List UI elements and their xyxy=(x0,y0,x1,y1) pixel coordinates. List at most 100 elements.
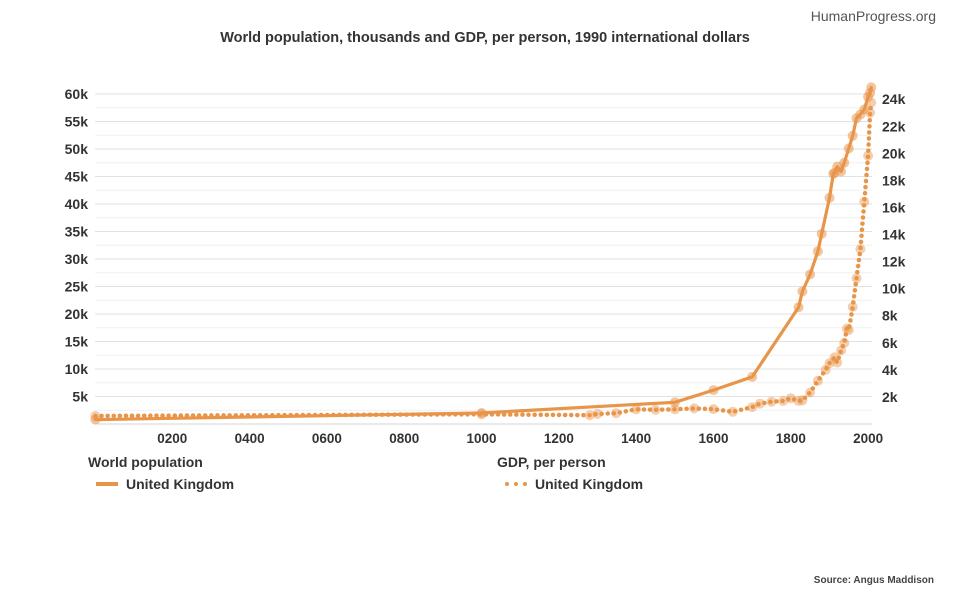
right-tick-label: 6k xyxy=(882,335,898,351)
legend-item-label: United Kingdom xyxy=(126,476,235,492)
dotted-line-swatch-icon xyxy=(505,482,527,486)
gdp-data-point xyxy=(766,396,777,407)
legend-population[interactable]: World population United Kingdom xyxy=(88,454,234,492)
legend-title-population: World population xyxy=(88,454,203,470)
gdp-data-point xyxy=(859,196,870,207)
series-layer xyxy=(90,82,877,425)
population-data-point xyxy=(836,166,847,177)
population-data-point xyxy=(812,246,823,257)
gdp-data-point xyxy=(584,410,595,421)
left-axis: 5k 10k 15k 20k 25k 30k 35k 40k 45k 50k 55k 60k xyxy=(65,86,89,405)
right-axis: 2k 4k 6k 8k 10k 12k 14k 16k 18k 20k 22k 24k xyxy=(882,91,906,405)
chart-title: World population, thousands and GDP, per… xyxy=(220,30,750,46)
right-tick-label: 8k xyxy=(882,308,898,324)
gdp-data-point xyxy=(592,408,603,419)
right-tick-label: 20k xyxy=(882,145,906,161)
population-data-point xyxy=(805,269,816,280)
source-note: Source: Angus Maddison xyxy=(813,575,934,586)
population-data-point xyxy=(847,130,858,141)
right-tick-label: 4k xyxy=(882,362,898,378)
gdp-data-point xyxy=(866,97,877,108)
gdp-data-point xyxy=(793,395,804,406)
gridlines xyxy=(95,93,872,425)
population-data-point xyxy=(816,228,827,239)
x-tick-label: 0800 xyxy=(389,431,419,446)
right-tick-label: 16k xyxy=(882,199,906,215)
gdp-data-point xyxy=(476,409,487,420)
x-tick-label: 2000 xyxy=(853,431,883,446)
brand-label: HumanProgress.org xyxy=(810,8,936,24)
x-tick-label: 0400 xyxy=(235,431,265,446)
gdp-data-point xyxy=(785,393,796,404)
population-data-point xyxy=(843,143,854,154)
right-tick-label: 18k xyxy=(882,172,906,188)
population-data-point xyxy=(866,82,877,93)
series-line-gdp xyxy=(93,100,874,419)
x-tick-label: 1200 xyxy=(544,431,574,446)
left-tick-label: 50k xyxy=(65,141,89,157)
gdp-data-point xyxy=(839,338,850,348)
right-tick-label: 22k xyxy=(882,118,906,134)
left-tick-label: 60k xyxy=(65,86,89,102)
x-tick-label: 1400 xyxy=(621,431,651,446)
gdp-data-point xyxy=(708,404,719,415)
gdp-data-point xyxy=(829,352,840,363)
population-data-point xyxy=(669,397,680,408)
gdp-data-point xyxy=(865,107,876,118)
left-tick-label: 10k xyxy=(65,361,89,377)
gdp-data-point xyxy=(805,387,816,398)
gdp-data-point xyxy=(778,396,789,406)
population-data-point xyxy=(859,104,870,115)
gdp-data-point xyxy=(855,244,866,254)
legend-title-gdp: GDP, per person xyxy=(497,454,606,470)
gdp-data-point xyxy=(843,325,854,336)
gdp-data-point xyxy=(797,395,808,406)
legend-item-population-uk[interactable]: United Kingdom xyxy=(88,476,234,492)
right-tick-label: 12k xyxy=(882,254,906,270)
series-line-population xyxy=(93,85,873,422)
left-tick-label: 40k xyxy=(65,196,89,212)
gdp-data-point xyxy=(847,302,858,312)
legend-gdp[interactable]: GDP, per person United Kingdom xyxy=(497,454,643,492)
left-tick-label: 45k xyxy=(65,169,89,185)
gdp-data-point xyxy=(851,273,862,284)
right-tick-label: 10k xyxy=(882,281,906,297)
legend-item-label: United Kingdom xyxy=(535,476,644,492)
gdp-data-point xyxy=(812,375,823,386)
x-tick-label: 1000 xyxy=(467,431,497,446)
gdp-data-point xyxy=(863,150,874,161)
x-tick-label: 1800 xyxy=(776,431,806,446)
right-tick-label: 24k xyxy=(882,91,906,107)
right-tick-label: 14k xyxy=(882,227,906,243)
gdp-data-point xyxy=(841,323,852,334)
solid-line-swatch-icon xyxy=(96,482,118,486)
left-tick-label: 35k xyxy=(65,224,89,240)
gdp-data-point xyxy=(727,406,738,417)
gdp-data-point xyxy=(631,404,642,415)
gdp-data-point xyxy=(669,404,680,415)
x-tick-label: 0200 xyxy=(157,431,187,446)
population-data-point xyxy=(747,371,758,382)
left-tick-label: 30k xyxy=(65,251,89,267)
x-tick-label: 1600 xyxy=(698,431,728,446)
gdp-data-point xyxy=(836,345,847,356)
population-data-point xyxy=(708,385,719,396)
gdp-data-point xyxy=(650,404,661,415)
population-data-point xyxy=(793,302,804,313)
population-data-point xyxy=(824,192,835,203)
left-tick-label: 15k xyxy=(65,334,89,350)
left-tick-label: 25k xyxy=(65,279,89,295)
x-axis: 0200 0400 0600 0800 1000 1200 1400 1600 1800 2000 xyxy=(157,431,883,446)
gdp-data-point xyxy=(754,398,765,409)
gdp-data-point xyxy=(90,410,101,421)
gdp-data-point xyxy=(832,357,843,368)
gdp-data-point xyxy=(747,402,758,413)
legend-item-gdp-uk[interactable]: United Kingdom xyxy=(497,476,643,492)
population-data-point xyxy=(797,286,808,297)
gdp-data-point xyxy=(611,408,622,419)
gdp-data-point xyxy=(820,364,831,375)
left-tick-label: 5k xyxy=(72,389,88,405)
left-tick-label: 20k xyxy=(65,306,89,322)
population-data-point xyxy=(90,414,101,425)
